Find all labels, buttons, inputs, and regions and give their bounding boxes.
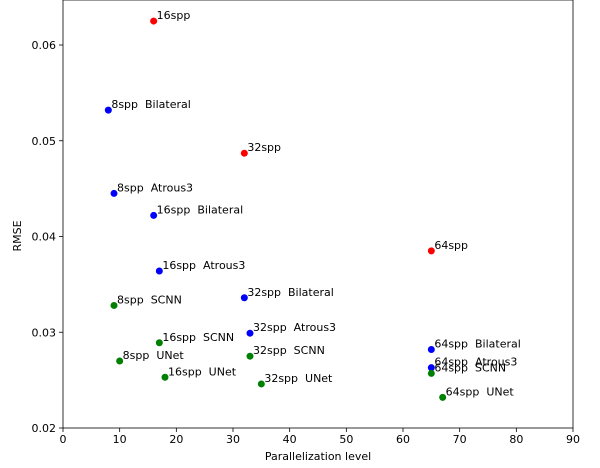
y-tick-label: 0.03 [32,326,57,339]
y-tick-label: 0.06 [32,39,57,52]
y-tick-label: 0.04 [32,231,57,244]
point [155,339,163,347]
point-label: 8spp Atrous3 [117,181,193,194]
point [246,329,254,337]
point-label: 32spp Bilateral [247,286,333,299]
point-label: 8spp SCNN [117,293,182,306]
point-label: 64spp [434,239,468,252]
point [427,364,435,372]
point [161,373,169,381]
point [439,393,447,401]
x-tick-label: 50 [339,433,353,446]
point-label: 64spp Bilateral [434,337,521,350]
point [427,369,435,377]
point-label: 16spp Atrous3 [162,259,245,272]
x-tick-label: 80 [509,433,523,446]
point-label: 32spp Atrous3 [253,321,336,334]
point-label: 8spp UNet [123,349,185,362]
y-axis-label: RMSE [11,220,24,251]
point [150,17,158,25]
point-label: 64spp UNet [446,385,515,398]
x-tick-label: 20 [169,433,183,446]
x-tick-label: 0 [60,433,67,446]
plot-frame [62,0,574,429]
x-tick-label: 40 [283,433,297,446]
x-tick-label: 90 [566,433,580,446]
x-tick-label: 60 [396,433,410,446]
point [110,301,118,309]
point-label: 16spp UNet [168,365,237,378]
point [427,345,435,353]
point-label: 32spp UNet [264,372,333,385]
point-label: 8spp Bilateral [111,98,191,111]
point-label: 16spp SCNN [162,331,234,344]
x-tick-label: 30 [226,433,240,446]
x-axis-label: Parallelization level [265,450,371,463]
point-label: 64spp SCNN [434,361,506,374]
point [427,247,435,255]
point [240,294,248,302]
x-tick-label: 70 [453,433,467,446]
point [116,357,124,365]
point-label: 16spp [157,9,191,22]
point [110,189,118,197]
x-tick-label: 10 [113,433,127,446]
point-label: 32spp [247,141,281,154]
point [150,211,158,219]
y-tick-label: 0.05 [32,135,57,148]
point [104,106,112,114]
point-label: 16spp Bilateral [157,203,244,216]
point-label: 64spp Atrous3 [434,356,517,369]
point [246,352,254,360]
point [240,149,248,157]
point [257,380,265,388]
y-tick-label: 0.02 [32,422,57,435]
point [155,267,163,275]
point-label: 32spp SCNN [253,344,325,357]
